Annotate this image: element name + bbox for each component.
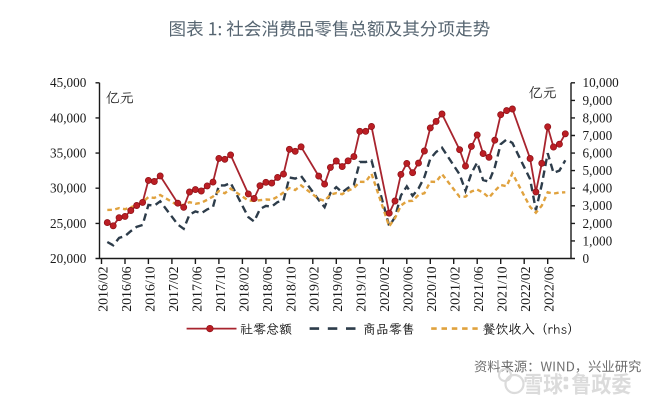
svg-text:2021/06: 2021/06 xyxy=(471,266,486,311)
svg-text:2017/02: 2017/02 xyxy=(166,266,181,311)
svg-text:3,000: 3,000 xyxy=(583,198,613,213)
svg-text:8,000: 8,000 xyxy=(583,110,613,125)
svg-text:2016/10: 2016/10 xyxy=(142,266,157,311)
svg-text:9,000: 9,000 xyxy=(583,93,613,108)
svg-text:2019/02: 2019/02 xyxy=(307,266,322,311)
svg-text:7,000: 7,000 xyxy=(583,128,613,143)
svg-text:2,000: 2,000 xyxy=(583,216,613,231)
svg-text:2019/10: 2019/10 xyxy=(354,266,369,311)
svg-text:20,000: 20,000 xyxy=(50,251,87,266)
svg-text:2018/06: 2018/06 xyxy=(260,266,275,311)
svg-text:6,000: 6,000 xyxy=(583,146,613,161)
svg-text:2017/06: 2017/06 xyxy=(189,266,204,311)
svg-text:2020/06: 2020/06 xyxy=(401,266,416,311)
svg-text:2019/06: 2019/06 xyxy=(330,266,345,311)
svg-text:2016/06: 2016/06 xyxy=(119,266,134,311)
svg-text:45,000: 45,000 xyxy=(50,75,87,90)
svg-text:2018/02: 2018/02 xyxy=(236,266,251,311)
svg-text:2022/06: 2022/06 xyxy=(542,266,557,311)
svg-text:0: 0 xyxy=(583,251,590,266)
svg-text:4,000: 4,000 xyxy=(583,181,613,196)
svg-text:10,000: 10,000 xyxy=(583,75,620,90)
svg-text:40,000: 40,000 xyxy=(50,110,87,125)
svg-text:2017/10: 2017/10 xyxy=(213,266,228,311)
svg-text:2021/10: 2021/10 xyxy=(495,266,510,311)
svg-text:35,000: 35,000 xyxy=(50,146,87,161)
svg-text:5,000: 5,000 xyxy=(583,163,613,178)
svg-text:2020/10: 2020/10 xyxy=(424,266,439,311)
svg-text:2021/02: 2021/02 xyxy=(448,266,463,311)
svg-text:1,000: 1,000 xyxy=(583,233,613,248)
svg-text:2016/02: 2016/02 xyxy=(95,266,110,311)
svg-text:2022/02: 2022/02 xyxy=(518,266,533,311)
svg-text:25,000: 25,000 xyxy=(50,216,87,231)
svg-text:2018/10: 2018/10 xyxy=(283,266,298,311)
svg-text:2020/02: 2020/02 xyxy=(377,266,392,311)
svg-text:30,000: 30,000 xyxy=(50,181,87,196)
